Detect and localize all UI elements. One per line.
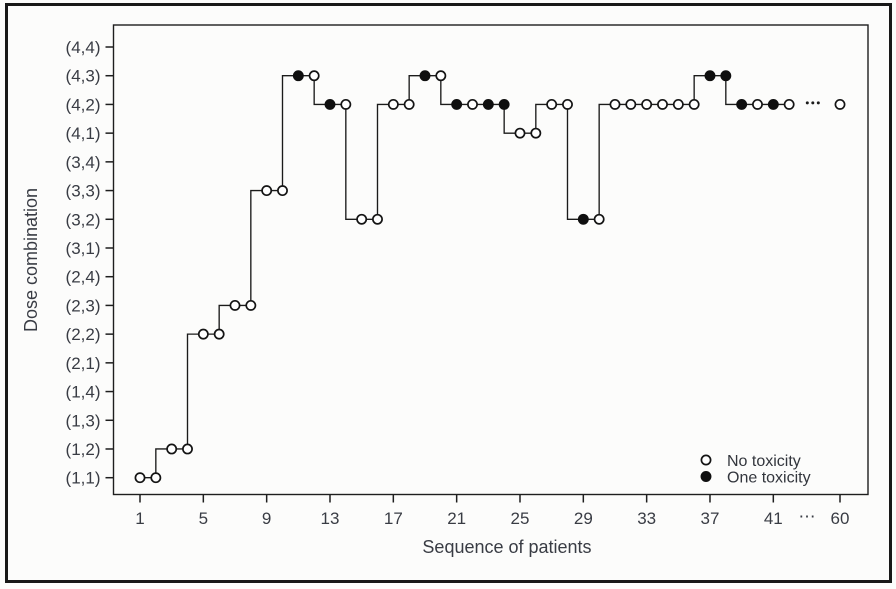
data-point bbox=[562, 98, 573, 110]
data-point bbox=[166, 443, 178, 455]
y-tick-label: (1,2) bbox=[66, 440, 101, 459]
data-point bbox=[752, 98, 763, 110]
data-point bbox=[736, 98, 748, 110]
y-tick-label: (4,1) bbox=[66, 124, 101, 143]
data-point bbox=[514, 127, 526, 139]
y-tick-label: (4,2) bbox=[66, 95, 101, 114]
legend-one-toxicity-icon bbox=[700, 471, 712, 482]
data-point bbox=[182, 443, 193, 455]
data-point bbox=[467, 98, 478, 110]
data-point-detached bbox=[834, 98, 846, 110]
data-point bbox=[577, 213, 589, 225]
x-tick-label: 37 bbox=[701, 509, 720, 528]
plot-border bbox=[112, 24, 869, 496]
data-point bbox=[324, 98, 336, 110]
y-tick-label: (2,1) bbox=[66, 354, 101, 373]
y-tick-label: (3,3) bbox=[66, 182, 101, 201]
data-point bbox=[625, 98, 637, 110]
y-tick-label: (4,4) bbox=[66, 38, 101, 57]
y-tick-label: (1,3) bbox=[66, 411, 101, 430]
data-point bbox=[498, 98, 510, 110]
data-point bbox=[261, 185, 273, 197]
x-tick-label: 13 bbox=[321, 509, 340, 528]
y-tick-label: (1,1) bbox=[66, 469, 101, 488]
x-tick-label: 41 bbox=[764, 509, 783, 528]
continuation-dot bbox=[811, 101, 815, 105]
x-axis-break-label: ⋯ bbox=[799, 507, 816, 526]
x-axis-title: Sequence of patients bbox=[422, 537, 591, 557]
data-point bbox=[530, 127, 542, 139]
data-point bbox=[482, 98, 494, 110]
data-point bbox=[593, 213, 605, 225]
x-tick-label: 1 bbox=[135, 509, 144, 528]
continuation-dot bbox=[805, 101, 809, 105]
legend-no-toxicity-icon bbox=[700, 454, 712, 466]
data-point bbox=[134, 472, 146, 484]
data-point bbox=[356, 213, 368, 225]
data-point bbox=[688, 98, 700, 110]
chart-generated-layer: (1,1) (1,2) (1,3) (1,4) (2,1) (2,2) (2,3) (2,4)… bbox=[66, 24, 869, 528]
legend-label-one-toxicity: One toxicity bbox=[727, 470, 811, 487]
data-point bbox=[546, 98, 558, 110]
data-point bbox=[657, 98, 668, 110]
data-point bbox=[403, 98, 415, 110]
data-point bbox=[609, 98, 621, 110]
y-tick-label: (4,3) bbox=[66, 67, 101, 86]
x-tick-label: 5 bbox=[199, 509, 208, 528]
data-point bbox=[451, 98, 463, 110]
x-tick-label: 21 bbox=[447, 509, 466, 528]
dose-step-line bbox=[140, 75, 790, 479]
x-tick-label: 9 bbox=[262, 509, 271, 528]
data-point bbox=[372, 213, 383, 225]
data-point bbox=[292, 70, 304, 82]
data-point bbox=[641, 98, 653, 110]
x-tick-label: 29 bbox=[574, 509, 593, 528]
legend: No toxicity One toxicity bbox=[700, 453, 811, 487]
y-tick-label: (2,3) bbox=[66, 296, 101, 315]
legend-label-no-toxicity: No toxicity bbox=[727, 453, 801, 470]
data-point bbox=[150, 472, 162, 484]
data-point bbox=[387, 98, 399, 110]
continuation-dot bbox=[816, 101, 820, 105]
data-point bbox=[245, 299, 257, 311]
data-point bbox=[340, 98, 352, 110]
y-tick-label: (3,4) bbox=[66, 153, 101, 172]
data-point bbox=[672, 98, 684, 110]
data-point bbox=[229, 299, 241, 311]
x-tick-label: 25 bbox=[511, 509, 530, 528]
y-tick-label: (2,4) bbox=[66, 268, 101, 287]
y-axis-title: Dose combination bbox=[21, 188, 41, 332]
data-point bbox=[435, 70, 447, 82]
data-point bbox=[704, 70, 716, 82]
y-tick-label: (3,2) bbox=[66, 210, 101, 229]
x-tick-label: 33 bbox=[637, 509, 656, 528]
y-tick-label: (1,4) bbox=[66, 383, 101, 402]
data-point bbox=[767, 98, 779, 110]
data-point bbox=[308, 70, 320, 82]
y-tick-label: (3,1) bbox=[66, 239, 101, 258]
y-tick-label: (2,2) bbox=[66, 325, 101, 344]
data-point bbox=[197, 328, 209, 340]
x-tick-label: 17 bbox=[384, 509, 403, 528]
data-point bbox=[720, 70, 732, 82]
data-point bbox=[277, 185, 288, 197]
data-point bbox=[783, 98, 795, 110]
x-tick-label: 60 bbox=[831, 509, 850, 528]
data-point bbox=[419, 70, 431, 82]
data-point bbox=[213, 328, 225, 340]
